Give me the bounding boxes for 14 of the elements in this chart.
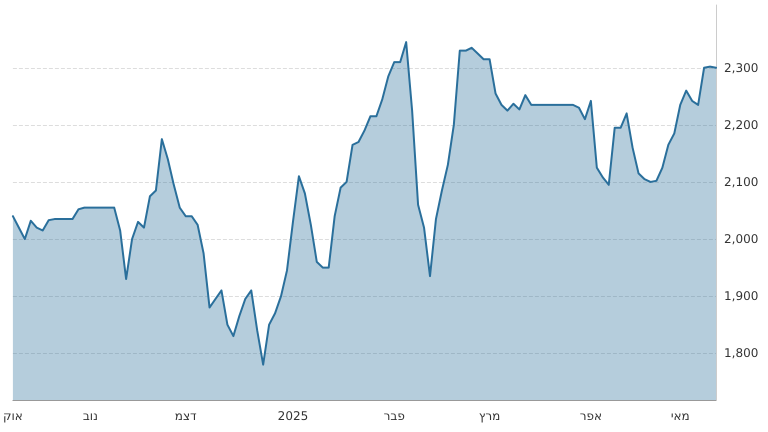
- y-tick-label: 1,800: [724, 346, 758, 360]
- y-tick-label: 2,300: [724, 60, 758, 75]
- y-tick-label: 2,200: [724, 118, 758, 132]
- x-tick-label: אוק: [2, 409, 23, 423]
- x-tick-label: נוב: [82, 409, 98, 423]
- x-tick-label: פבר: [384, 409, 405, 423]
- x-tick-label: מרץ: [478, 409, 500, 423]
- y-tick-label: 2,000: [724, 232, 758, 246]
- x-tick-label: 2025: [278, 409, 308, 423]
- x-tick-label: אפר: [580, 409, 602, 423]
- x-tick-label: מאי: [670, 409, 690, 423]
- y-tick-label: 2,100: [724, 174, 758, 189]
- x-tick-label: דצמ: [174, 409, 198, 423]
- y-tick-label: 1,900: [724, 289, 758, 304]
